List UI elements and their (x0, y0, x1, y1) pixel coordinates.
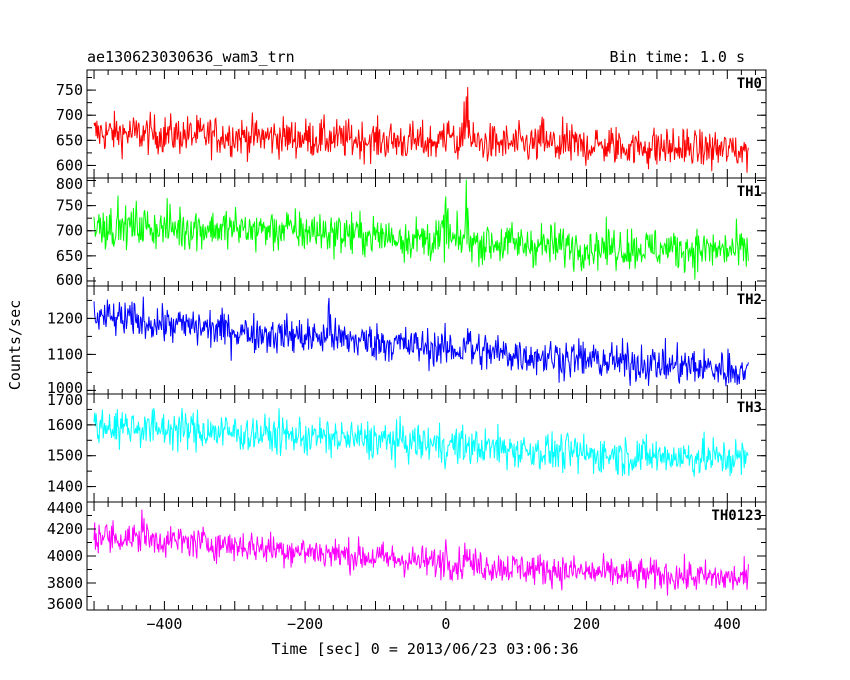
x-tick-label: −200 (287, 615, 323, 633)
y-tick-label: 750 (56, 81, 83, 99)
y-tick-label: 4200 (47, 520, 83, 538)
y-tick-label: 650 (56, 247, 83, 265)
y-tick-label: 1700 (47, 391, 83, 409)
panel-frame (86, 177, 767, 287)
y-tick-label: 750 (56, 197, 83, 215)
series-line-th3 (93, 407, 749, 477)
y-tick-label: 3600 (47, 595, 83, 613)
y-tick-label: 1000 (47, 379, 83, 397)
panel-th3: 1400 1500 1600 1700 TH3 (47, 391, 767, 503)
y-tick-label: 1200 (47, 309, 83, 327)
bin-time-label: Bin time: 1.0 s (610, 48, 745, 66)
panel-label: TH1 (737, 184, 762, 200)
chart-title: ae130623030636_wam3_trn (87, 48, 295, 66)
y-tick-label: 650 (56, 131, 83, 149)
panel-th1: 600 650 700 750 800 TH1 (56, 175, 767, 289)
panel-frame (86, 285, 767, 395)
y-tick-label: 800 (56, 175, 83, 193)
panel-th0123: 3600 3800 4000 4200 4400 TH0123 (47, 499, 767, 613)
series-line-th1 (93, 179, 749, 280)
y-tick-label: 1100 (47, 345, 83, 363)
x-axis: −400 −200 0 200 400 (146, 615, 741, 633)
panels-group: 600 650 700 750 TH0 600 650 700 750 800 TH1 1000 110… (47, 69, 767, 613)
series-line-th0 (93, 87, 749, 173)
panel-label: TH0123 (711, 508, 762, 524)
x-tick-label: 200 (573, 615, 600, 633)
y-tick-label: 1400 (47, 478, 83, 496)
x-axis-label: Time [sec] 0 = 2013/06/23 03:06:36 (271, 640, 578, 658)
x-tick-label: 400 (714, 615, 741, 633)
y-tick-label: 600 (56, 271, 83, 289)
y-tick-label: 600 (56, 156, 83, 174)
series-line-th0123 (93, 509, 749, 596)
panel-label: TH0 (737, 76, 762, 92)
y-tick-label: 4400 (47, 499, 83, 517)
y-tick-label: 4000 (47, 547, 83, 565)
x-tick-label: 0 (441, 615, 450, 633)
y-tick-label: 700 (56, 222, 83, 240)
y-tick-label: 700 (56, 106, 83, 124)
panel-th2: 1000 1100 1200 TH2 (47, 285, 767, 397)
panel-label: TH3 (737, 400, 762, 416)
panel-frame (86, 69, 767, 179)
panel-th0: 600 650 700 750 TH0 (56, 69, 767, 179)
y-tick-label: 1500 (47, 447, 83, 465)
series-line-th2 (93, 296, 749, 387)
y-tick-label: 3800 (47, 574, 83, 592)
panel-label: TH2 (737, 292, 762, 308)
x-tick-label: −400 (146, 615, 182, 633)
y-tick-label: 1600 (47, 416, 83, 434)
y-axis-label: Counts/sec (6, 300, 24, 390)
